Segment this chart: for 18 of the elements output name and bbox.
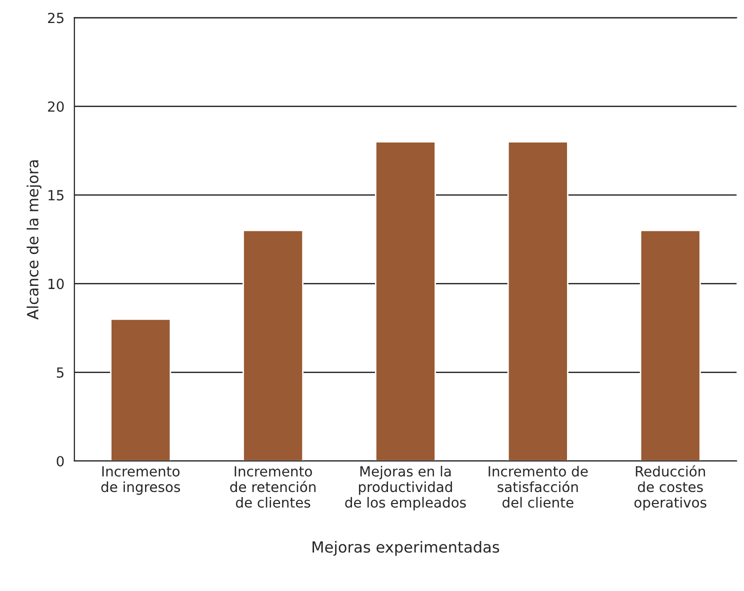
- bar: [374, 141, 436, 461]
- y-axis-title: Alcance de la mejora: [26, 160, 42, 320]
- bar: [242, 230, 304, 461]
- y-tick-label: 10: [48, 278, 64, 290]
- y-tick-label: 0: [56, 456, 64, 466]
- y-tick-label: 25: [48, 12, 64, 24]
- x-axis-title: Mejoras experimentadas: [312, 540, 500, 556]
- y-tick-label: 5: [56, 367, 64, 378]
- bar: [640, 230, 701, 461]
- x-tick-label: Incremento de ingresos: [101, 466, 180, 495]
- x-tick-label: Mejoras en la productividad de los empleados: [345, 466, 466, 510]
- x-tick-label: Incremento de retención de clientes: [230, 466, 316, 508]
- x-tick-label: Reducción de costes operativos: [634, 465, 706, 510]
- y-tick-label: 20: [48, 101, 64, 112]
- bar: [110, 318, 172, 461]
- bar: [507, 141, 568, 461]
- x-tick-label: Incremento de satisfacción del cliente: [488, 466, 588, 508]
- y-tick-label: 15: [48, 190, 64, 201]
